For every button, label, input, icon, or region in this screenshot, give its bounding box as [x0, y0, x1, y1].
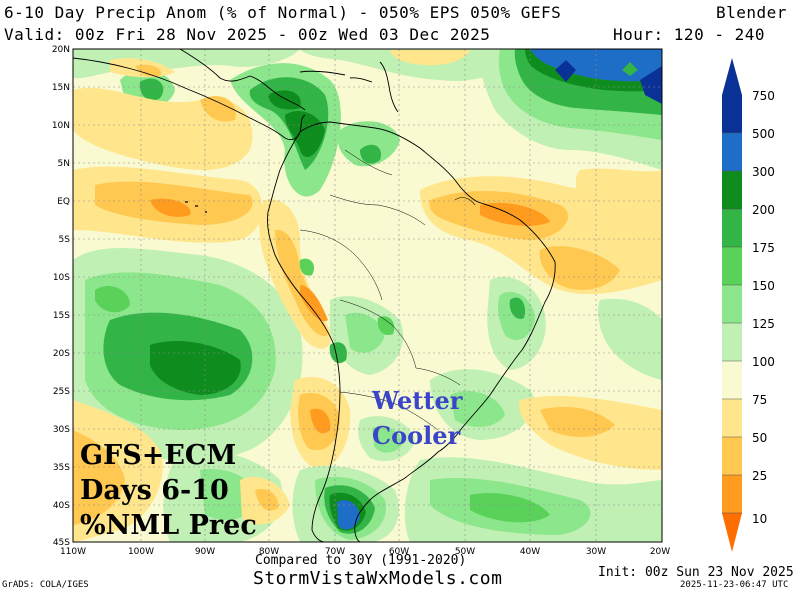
- lat-label: 15N: [52, 83, 70, 93]
- colorbar-swatch: [722, 209, 742, 247]
- model-name: Blender: [716, 3, 787, 22]
- render-timestamp: 2025-11-23-06:47 UTC: [680, 580, 789, 590]
- lat-label: 35S: [53, 463, 70, 473]
- colorbar-label: 75: [752, 393, 767, 407]
- colorbar-swatch: [722, 285, 742, 323]
- init-time: Init: 00z Sun 23 Nov 2025: [598, 565, 794, 580]
- lat-label: 25S: [53, 387, 70, 397]
- lon-label: 60W: [389, 547, 409, 557]
- longitude-labels: 110W 100W 90W 80W 70W 60W 50W 40W 30W 20…: [60, 547, 670, 557]
- colorbar-label: 200: [752, 203, 775, 217]
- graticule: [73, 49, 662, 542]
- lat-label: 40S: [53, 501, 70, 511]
- map-frame: [72, 48, 663, 543]
- overlay-line-3: %NML Prec: [80, 510, 257, 541]
- precip-field: [73, 49, 662, 542]
- colorbar-label: 750: [752, 89, 775, 103]
- valid-period: Valid: 00z Fri 28 Nov 2025 - 00z Wed 03 …: [4, 25, 491, 44]
- colorbar-cap-top: [722, 58, 742, 95]
- lat-label: 45S: [53, 538, 70, 548]
- colorbar-label: 10: [752, 512, 767, 526]
- lon-label: 100W: [128, 547, 154, 557]
- colorbar-swatch: [722, 95, 742, 133]
- overlay-line-1: GFS+ECM: [80, 440, 237, 471]
- colorbar-swatch: [722, 475, 742, 513]
- colorbar-swatch: [722, 171, 742, 209]
- lat-label: EQ: [57, 197, 70, 207]
- lat-label: 15S: [53, 311, 70, 321]
- colorbar-label: 125: [752, 317, 775, 331]
- overlay-cooler: Cooler: [372, 421, 461, 450]
- lat-label: 5S: [59, 235, 71, 245]
- lon-label: 20W: [650, 547, 670, 557]
- coastlines: [73, 49, 556, 542]
- colorbar-swatch: [722, 399, 742, 437]
- colorbar-swatch: [722, 133, 742, 171]
- lon-label: 70W: [325, 547, 345, 557]
- colorbar-label: 50: [752, 431, 767, 445]
- lat-label: 10N: [52, 121, 70, 131]
- climatology-note: Compared to 30Y (1991-2020): [255, 553, 467, 568]
- grads-credit: GrADS: COLA/IGES: [2, 580, 89, 590]
- colorbar-swatch: [722, 437, 742, 475]
- lat-label: 20N: [52, 45, 70, 55]
- lon-label: 110W: [60, 547, 86, 557]
- lat-label: 30S: [53, 425, 70, 435]
- website-watermark: StormVistaWxModels.com: [253, 568, 503, 589]
- colorbar-label: 100: [752, 355, 775, 369]
- lon-label: 50W: [455, 547, 475, 557]
- overlay-wetter: Wetter: [372, 386, 463, 415]
- colorbar-label: 500: [752, 127, 775, 141]
- map-title: 6-10 Day Precip Anom (% of Normal) - 050…: [4, 3, 562, 22]
- lat-label: 10S: [53, 273, 70, 283]
- colorbar-label: 25: [752, 469, 767, 483]
- colorbar-label: 150: [752, 279, 775, 293]
- colorbar-cap-bottom: [722, 513, 742, 552]
- lat-label: 20S: [53, 349, 70, 359]
- overlay-line-2: Days 6-10: [80, 475, 229, 506]
- lon-label: 90W: [195, 547, 215, 557]
- lon-label: 30W: [586, 547, 606, 557]
- colorbar: 750 500 300 200 175 150 125 100 75 50 25…: [722, 58, 775, 552]
- lon-label: 40W: [520, 547, 540, 557]
- colorbar-swatch: [722, 323, 742, 361]
- latitude-labels: 20N 15N 10N 5N EQ 5S 10S 15S 20S 25S 30S…: [52, 45, 70, 548]
- lon-label: 80W: [259, 547, 279, 557]
- forecast-hours: Hour: 120 - 240: [613, 25, 765, 44]
- colorbar-swatch: [722, 361, 742, 399]
- colorbar-swatch: [722, 247, 742, 285]
- lat-label: 5N: [58, 159, 70, 169]
- colorbar-label: 175: [752, 241, 775, 255]
- colorbar-label: 300: [752, 165, 775, 179]
